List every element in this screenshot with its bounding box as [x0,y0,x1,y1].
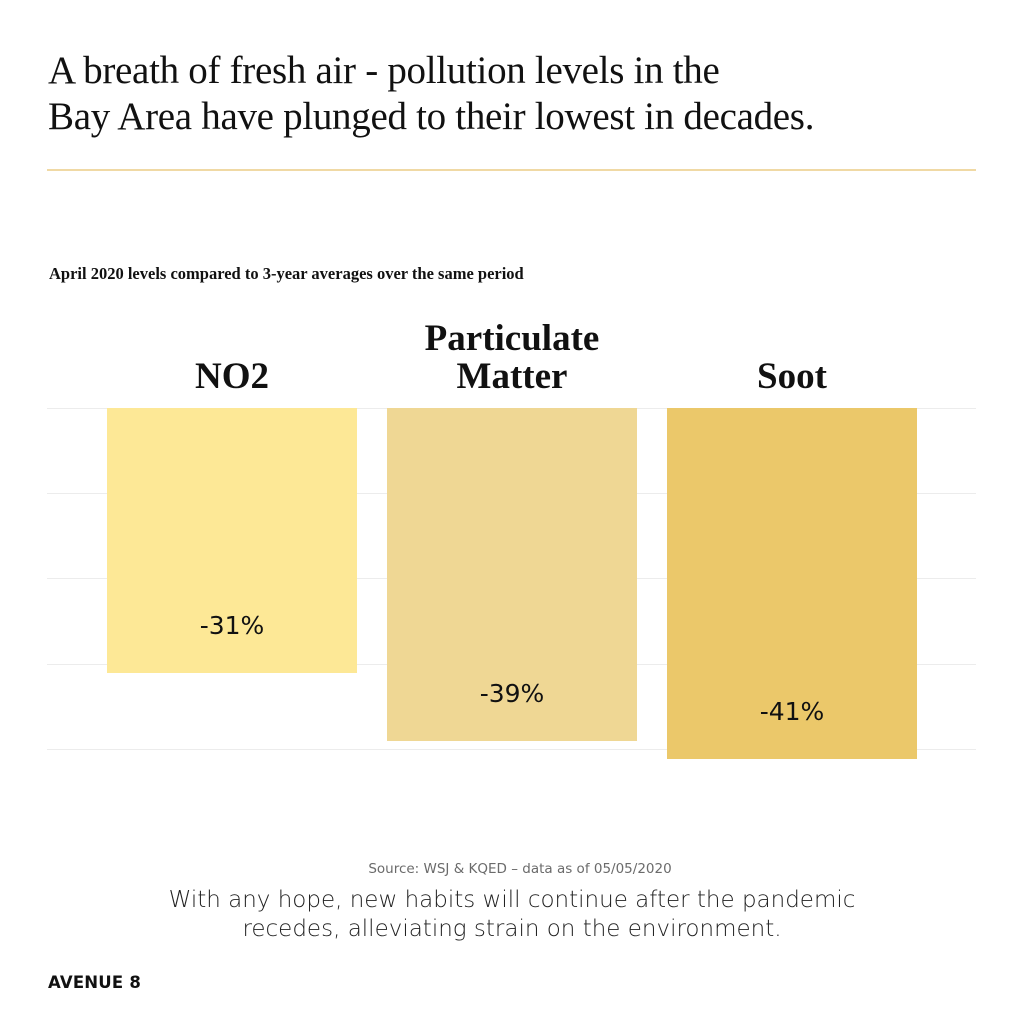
title-line-1: A breath of fresh air - pollution levels… [48,49,720,92]
bar-soot: -41% [667,408,917,759]
chart-subtitle: April 2020 levels compared to 3-year ave… [49,264,524,283]
category-label-particulate-matter: Particulate Matter [424,318,600,397]
gridline-4 [47,749,976,750]
bar-particulate-matter: -39% [387,408,637,742]
page-title: A breath of fresh air - pollution levels… [48,48,1008,140]
brand-logo: AVENUE 8 [48,973,141,992]
bar-value-label: -39% [479,679,545,709]
caption: With any hope, new habits will continue … [0,886,1024,944]
bar-value-label: -41% [759,696,825,726]
caption-line-2: recedes, alleviating strain on the envir… [242,916,782,942]
caption-line-1: With any hope, new habits will continue … [168,887,856,913]
title-line-2: Bay Area have plunged to their lowest in… [48,95,815,138]
category-label-no2: NO2 [195,356,269,397]
title-divider [47,169,976,171]
source-note: Source: WSJ & KQED – data as of 05/05/20… [368,861,672,877]
category-label-soot: Soot [757,356,827,397]
bar-value-label: -31% [199,611,265,641]
bar-no2: -31% [107,408,357,674]
